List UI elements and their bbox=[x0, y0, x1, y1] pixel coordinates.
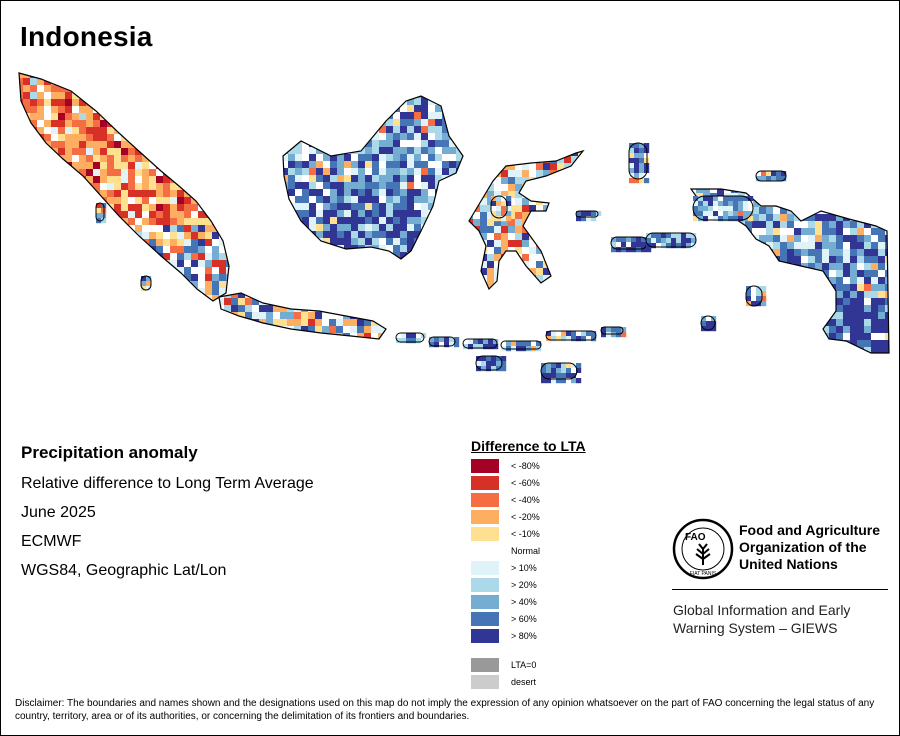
island-sulawesi bbox=[469, 151, 583, 289]
legend-row: < -20% bbox=[471, 509, 651, 526]
fao-name-line: United Nations bbox=[739, 556, 838, 572]
info-source: ECMWF bbox=[21, 533, 82, 550]
legend-swatch bbox=[471, 675, 499, 689]
legend-swatch bbox=[471, 527, 499, 541]
legend-row: < -80% bbox=[471, 458, 651, 475]
map-area bbox=[1, 61, 899, 401]
legend-row: desert bbox=[471, 674, 651, 691]
legend-label: < -40% bbox=[511, 495, 540, 505]
disclaimer: Disclaimer: The boundaries and names sho… bbox=[15, 698, 875, 722]
legend-row: < -60% bbox=[471, 475, 651, 492]
legend-items: < -80% < -60% < -40% < -20% < -10% Normal > 10… bbox=[471, 458, 651, 645]
legend: Difference to LTA < -80% < -60% < -40% < -2… bbox=[471, 438, 651, 691]
legend-swatch bbox=[471, 544, 499, 558]
legend-label: < -10% bbox=[511, 529, 540, 539]
legend-label: Normal bbox=[511, 546, 541, 556]
legend-label: LTA=0 bbox=[511, 660, 537, 670]
island-sumatra bbox=[19, 73, 229, 301]
legend-label: > 40% bbox=[511, 597, 537, 607]
island-outline bbox=[282, 95, 464, 260]
map-title: Indonesia bbox=[20, 21, 153, 52]
giews-line: Warning System – GIEWS bbox=[673, 620, 838, 636]
map-info: Precipitation anomaly Relative differenc… bbox=[21, 443, 441, 591]
legend-row: < -40% bbox=[471, 492, 651, 509]
legend-swatch bbox=[471, 561, 499, 575]
legend-swatch bbox=[471, 578, 499, 592]
legend-swatch bbox=[471, 493, 499, 507]
legend-label: > 80% bbox=[511, 631, 537, 641]
legend-row: > 20% bbox=[471, 577, 651, 594]
fao-logo-motto: FIAT PANIS bbox=[690, 571, 717, 577]
fao-logo-icon: FAO FIAT PANIS bbox=[672, 518, 734, 580]
legend-swatch bbox=[471, 476, 499, 490]
legend-label: > 20% bbox=[511, 580, 537, 590]
info-projection: WGS84, Geographic Lat/Lon bbox=[21, 562, 227, 579]
indonesia-map bbox=[18, 72, 890, 384]
legend-row: > 60% bbox=[471, 611, 651, 628]
info-description: Relative difference to Long Term Average bbox=[21, 475, 314, 492]
legend-label: < -60% bbox=[511, 478, 540, 488]
fao-name-line: Food and Agriculture bbox=[739, 522, 881, 538]
island-outline bbox=[689, 188, 890, 354]
legend-swatch bbox=[471, 510, 499, 524]
island-outline bbox=[468, 149, 585, 291]
legend-row: > 80% bbox=[471, 628, 651, 645]
info-heading: Precipitation anomaly bbox=[21, 443, 198, 462]
legend-label: < -20% bbox=[511, 512, 540, 522]
legend-label: > 10% bbox=[511, 563, 537, 573]
info-period: June 2025 bbox=[21, 504, 96, 521]
legend-swatch bbox=[471, 595, 499, 609]
legend-label: desert bbox=[511, 677, 537, 687]
legend-extra: LTA=0 desert bbox=[471, 657, 651, 691]
legend-swatch bbox=[471, 459, 499, 473]
giews-line: Global Information and Early bbox=[673, 602, 851, 618]
legend-label: < -80% bbox=[511, 461, 540, 471]
legend-row: Normal bbox=[471, 543, 651, 560]
fao-divider bbox=[672, 589, 888, 590]
legend-row: > 10% bbox=[471, 560, 651, 577]
legend-swatch bbox=[471, 658, 499, 672]
small-islands bbox=[95, 142, 787, 384]
legend-swatch bbox=[471, 612, 499, 626]
fao-logo-text: FAO bbox=[685, 532, 706, 543]
legend-label: > 60% bbox=[511, 614, 537, 624]
island-kalimantan bbox=[283, 96, 463, 259]
legend-row: < -10% bbox=[471, 526, 651, 543]
giews-label: Global Information and Early Warning Sys… bbox=[673, 601, 893, 637]
fao-name: Food and Agriculture Organization of the… bbox=[739, 522, 899, 573]
legend-swatch bbox=[471, 629, 499, 643]
fao-name-line: Organization of the bbox=[739, 539, 867, 555]
island-outline bbox=[218, 292, 387, 340]
legend-title: Difference to LTA bbox=[471, 438, 586, 454]
legend-row: LTA=0 bbox=[471, 657, 651, 674]
legend-row: > 40% bbox=[471, 594, 651, 611]
